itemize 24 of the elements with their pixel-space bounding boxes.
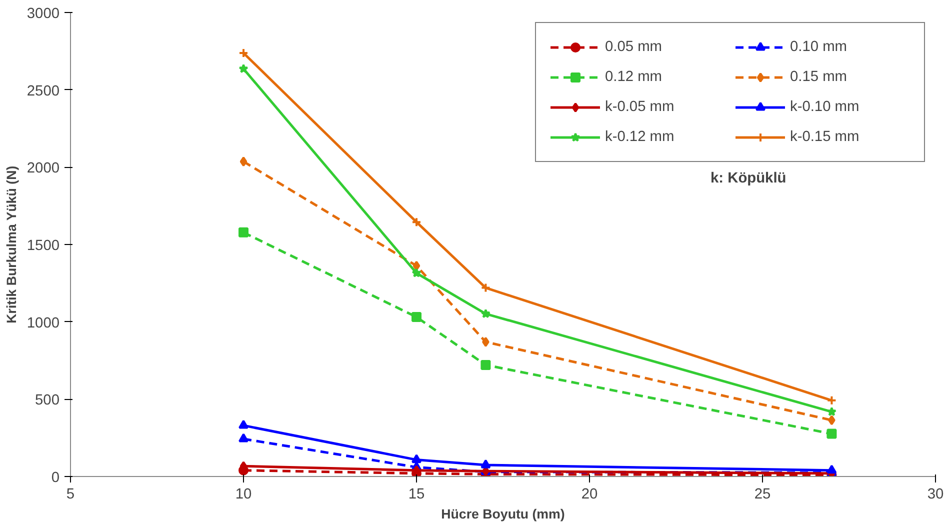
annotation: k: Köpüklü (710, 170, 786, 186)
x-tick-label: 5 (66, 486, 75, 502)
y-tick-label: 0 (51, 470, 60, 486)
legend-label: k-0.10 mm (790, 99, 860, 115)
x-tick-label: 25 (754, 486, 771, 502)
legend-label: 0.12 mm (605, 69, 664, 85)
legend-label: 0.15 mm (790, 69, 848, 85)
y-tick-label: 1000 (26, 315, 60, 332)
x-axis-title: Hücre Boyutu (mm) (441, 506, 565, 522)
y-axis-title: Kritik Burkulma Yükü (N) (4, 166, 19, 324)
legend-label: k-0.05 mm (605, 99, 676, 115)
x-tick-label: 30 (927, 486, 944, 502)
x-tick-label: 10 (235, 486, 252, 502)
legend-label: 0.10 mm (790, 39, 848, 55)
y-tick-label: 2000 (26, 160, 60, 177)
legend-label: k-0.12 mm (605, 129, 676, 145)
legend-label: k-0.15 mm (790, 129, 860, 145)
y-tick-label: 2500 (26, 83, 60, 100)
y-tick-label: 1500 (26, 238, 60, 254)
y-tick-label: 500 (35, 392, 60, 409)
legend-label: 0.05 mm (605, 39, 664, 55)
x-tick-label: 20 (581, 486, 598, 502)
x-tick-label: 15 (408, 486, 425, 502)
y-tick-label: 3000 (26, 6, 60, 22)
